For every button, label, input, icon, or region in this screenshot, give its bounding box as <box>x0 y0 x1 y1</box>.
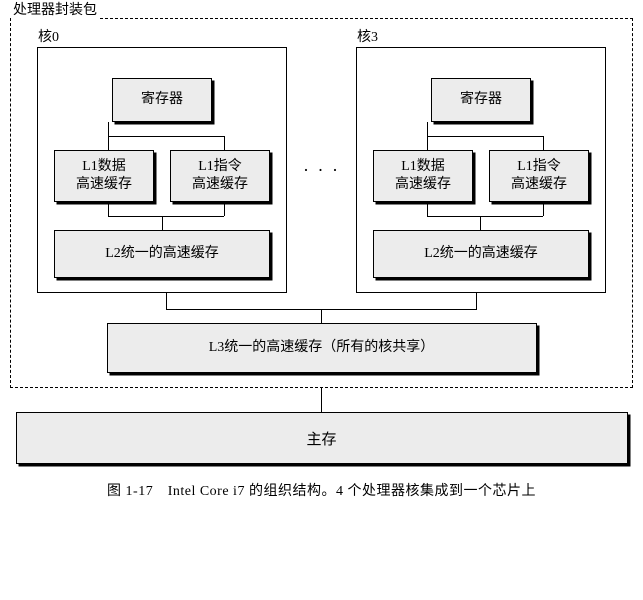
l1-instr-cache: L1指令 高速缓存 <box>489 150 589 202</box>
connector <box>25 309 618 323</box>
l1-instr-line2: 高速缓存 <box>511 176 567 194</box>
l1-data-line1: L1数据 <box>401 158 445 176</box>
figure-caption: 图 1-17 Intel Core i7 的组织结构。4 个处理器核集成到一个芯… <box>10 480 633 500</box>
core-3-label: 核3 <box>357 26 378 46</box>
main-memory: 主存 <box>16 412 628 464</box>
l1-data-cache: L1数据 高速缓存 <box>373 150 473 202</box>
main-memory-label: 主存 <box>306 428 336 449</box>
register-label: 寄存器 <box>141 91 183 109</box>
l1-instr-line1: L1指令 <box>198 158 242 176</box>
l2-cache: L2统一的高速缓存 <box>373 230 589 278</box>
register-box: 寄存器 <box>431 78 531 122</box>
l1-instr-line1: L1指令 <box>517 158 561 176</box>
register-box: 寄存器 <box>112 78 212 122</box>
main-memory-wrap: 主存 <box>10 412 633 464</box>
connector <box>50 122 274 136</box>
l2-cache: L2统一的高速缓存 <box>54 230 270 278</box>
connector <box>50 202 274 216</box>
connector <box>50 216 274 230</box>
core-3: 核3 寄存器 L1数据 高速缓存 L1指令 高 <box>356 47 606 293</box>
l2-label: L2统一的高速缓存 <box>105 245 219 263</box>
connector <box>369 136 593 150</box>
connector <box>16 388 628 412</box>
l3-cache: L3统一的高速缓存（所有的核共享） <box>107 323 537 373</box>
connector <box>369 216 593 230</box>
l1-data-line1: L1数据 <box>82 158 126 176</box>
core-0: 核0 寄存器 L1数据 高速缓存 L1指令 <box>37 47 287 293</box>
l1-instr-cache: L1指令 高速缓存 <box>170 150 270 202</box>
l1-row: L1数据 高速缓存 L1指令 高速缓存 <box>369 150 593 202</box>
l1-instr-line2: 高速缓存 <box>192 176 248 194</box>
connector <box>25 293 618 309</box>
l1-data-line2: 高速缓存 <box>395 176 451 194</box>
connector <box>50 136 274 150</box>
l1-row: L1数据 高速缓存 L1指令 高速缓存 <box>50 150 274 202</box>
connector <box>369 122 593 136</box>
ellipsis: · · · <box>297 160 346 181</box>
l2-label: L2统一的高速缓存 <box>424 245 538 263</box>
l1-data-line2: 高速缓存 <box>76 176 132 194</box>
register-label: 寄存器 <box>460 91 502 109</box>
package-label: 处理器封装包 <box>11 0 99 19</box>
cores-row: 核0 寄存器 L1数据 高速缓存 L1指令 <box>25 47 618 293</box>
processor-package: 处理器封装包 核0 寄存器 L1数据 高速缓存 <box>10 18 633 388</box>
l3-label: L3统一的高速缓存（所有的核共享） <box>209 339 435 357</box>
connector <box>369 202 593 216</box>
l1-data-cache: L1数据 高速缓存 <box>54 150 154 202</box>
core-0-label: 核0 <box>38 26 59 46</box>
